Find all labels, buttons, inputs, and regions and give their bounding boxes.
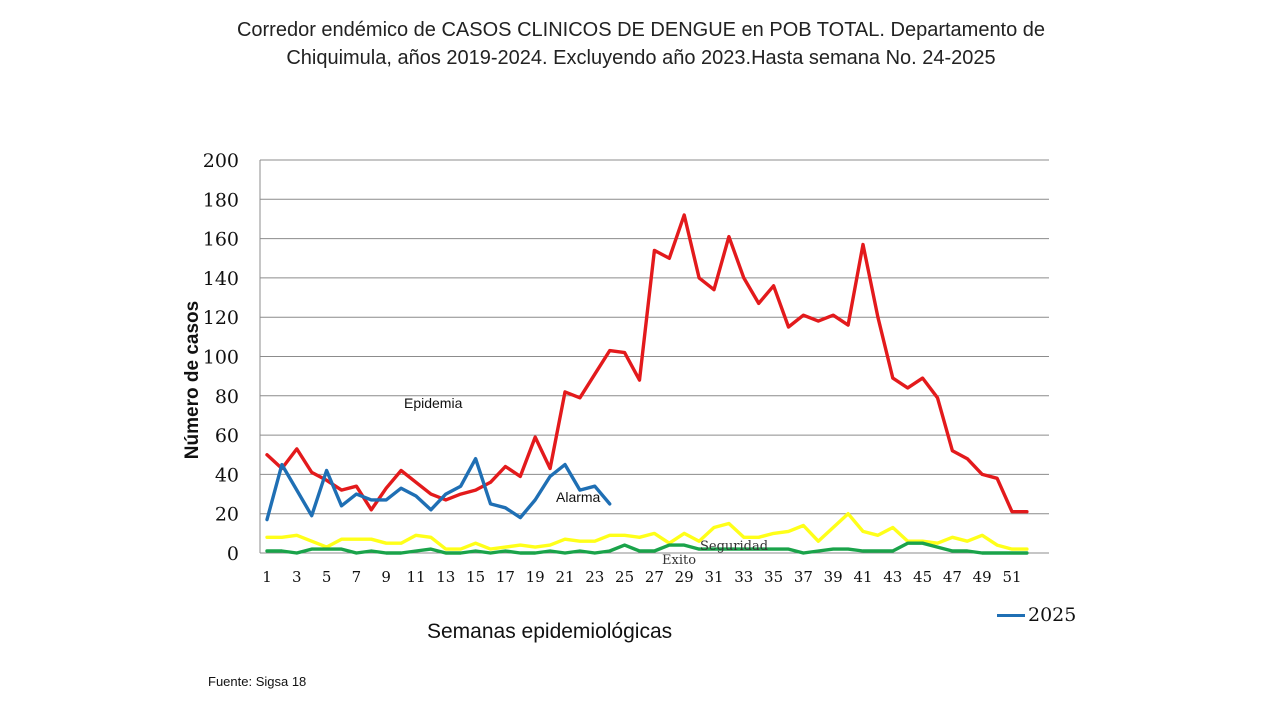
x-tick-label: 23 [585, 568, 604, 586]
x-tick-label: 3 [292, 568, 302, 586]
x-tick-label: 11 [406, 568, 425, 586]
x-tick-label: 49 [973, 568, 992, 586]
zone-label-exito: Exito [662, 553, 696, 568]
y-axis-title: Número de casos [182, 301, 204, 459]
y-tick-label: 100 [203, 347, 239, 369]
x-tick-label: 43 [883, 568, 902, 586]
zone-label-seguridad: Seguridad [700, 539, 768, 554]
legend-label-2025: 2025 [1028, 604, 1076, 626]
x-axis-title: Semanas epidemiológicas [427, 620, 672, 644]
zone-label-alarma: Alarma [556, 489, 600, 505]
y-tick-label: 80 [215, 386, 239, 408]
x-tick-label: 39 [824, 568, 843, 586]
x-tick-label: 5 [322, 568, 332, 586]
x-tick-label: 21 [555, 568, 574, 586]
legend: 2025 [997, 604, 1076, 626]
y-tick-label: 160 [203, 229, 239, 251]
x-tick-label: 13 [436, 568, 455, 586]
x-tick-label: 45 [913, 568, 932, 586]
y-tick-label: 40 [215, 464, 239, 486]
y-tick-label: 60 [215, 425, 239, 447]
x-tick-label: 15 [466, 568, 485, 586]
zone-label-epidemia: Epidemia [404, 395, 462, 411]
x-tick-label: 17 [496, 568, 515, 586]
y-tick-label: 200 [203, 150, 239, 172]
x-tick-label: 47 [943, 568, 962, 586]
series-line-band-3 [267, 543, 1027, 553]
y-tick-label: 20 [215, 504, 239, 526]
x-tick-label: 25 [615, 568, 634, 586]
y-tick-label: 0 [227, 543, 239, 565]
x-tick-label: 31 [704, 568, 723, 586]
y-tick-label: 120 [203, 307, 239, 329]
series-line-band-1 [267, 215, 1027, 512]
x-tick-label: 37 [794, 568, 813, 586]
y-tick-label: 140 [203, 268, 239, 290]
x-tick-label: 29 [675, 568, 694, 586]
x-tick-label: 27 [645, 568, 664, 586]
x-tick-label: 7 [352, 568, 362, 586]
source-note: Fuente: Sigsa 18 [208, 674, 306, 689]
x-tick-label: 41 [853, 568, 872, 586]
x-tick-label: 1 [262, 568, 272, 586]
legend-swatch-2025 [997, 614, 1025, 617]
x-tick-label: 51 [1002, 568, 1021, 586]
x-tick-label: 19 [526, 568, 545, 586]
x-tick-label: 9 [381, 568, 391, 586]
x-tick-label: 35 [764, 568, 783, 586]
y-tick-label: 180 [203, 189, 239, 211]
x-tick-label: 33 [734, 568, 753, 586]
